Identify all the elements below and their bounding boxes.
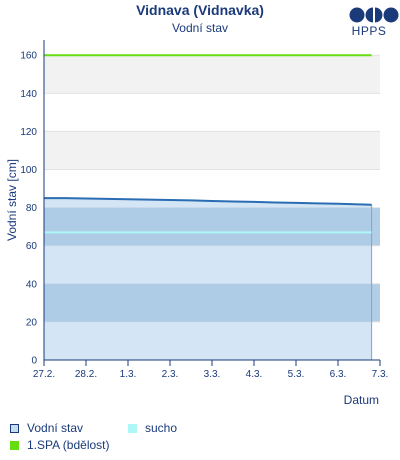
y-tick-label: 60 [26, 241, 38, 252]
legend-item-1spa: 1.SPA (bdělost) [10, 438, 110, 452]
x-tick-label: 28.2. [75, 369, 97, 380]
grid-band [44, 55, 380, 94]
series-line-vodni-stav [44, 197, 372, 206]
chart-subtitle: Vodní stav [171, 21, 229, 35]
legend-item-sucho: sucho [128, 421, 177, 435]
y-tick-label: 20 [26, 317, 38, 328]
legend-item-vodni-stav: Vodní stav [10, 421, 83, 435]
y-tick-label: 40 [26, 279, 38, 290]
y-tick-label: 100 [20, 165, 37, 176]
logo-mark-icon [349, 7, 399, 23]
legend-swatch-sucho [128, 424, 137, 433]
x-tick-label: 6.3. [330, 369, 347, 380]
legend-label-1spa: 1.SPA (bdělost) [27, 438, 110, 452]
series-area-vodni-stav [44, 198, 372, 360]
x-tick-label: 2.3. [162, 369, 179, 380]
x-tick-label: 4.3. [246, 369, 263, 380]
y-axis-title: Vodní stav [cm] [5, 159, 19, 241]
x-tick-label: 7.3. [372, 369, 389, 380]
y-tick-label: 140 [20, 89, 37, 100]
x-axis-title: Datum [344, 393, 379, 407]
y-tick-label: 80 [26, 203, 38, 214]
legend-label-sucho: sucho [145, 421, 178, 435]
chart-title: Vidnava (Vidnavka) [136, 2, 264, 18]
logo-text: HPPS [351, 24, 387, 38]
legend-swatch-1spa [10, 441, 19, 450]
area-band [44, 207, 372, 246]
x-tick-label: 1.3. [120, 369, 137, 380]
hpps-logo: HPPS [346, 6, 400, 40]
y-tick-label: 120 [20, 127, 37, 138]
x-tick-label: 5.3. [288, 369, 305, 380]
area-band [44, 283, 372, 322]
x-tick-label: 3.3. [204, 369, 221, 380]
y-tick-label: 160 [20, 51, 37, 62]
legend-swatch-vodni-stav [10, 424, 19, 433]
legend-label-vodni-stav: Vodní stav [27, 421, 84, 435]
grid-band [44, 131, 380, 170]
y-tick-label: 0 [31, 356, 37, 367]
x-tick-label: 27.2. [33, 369, 55, 380]
